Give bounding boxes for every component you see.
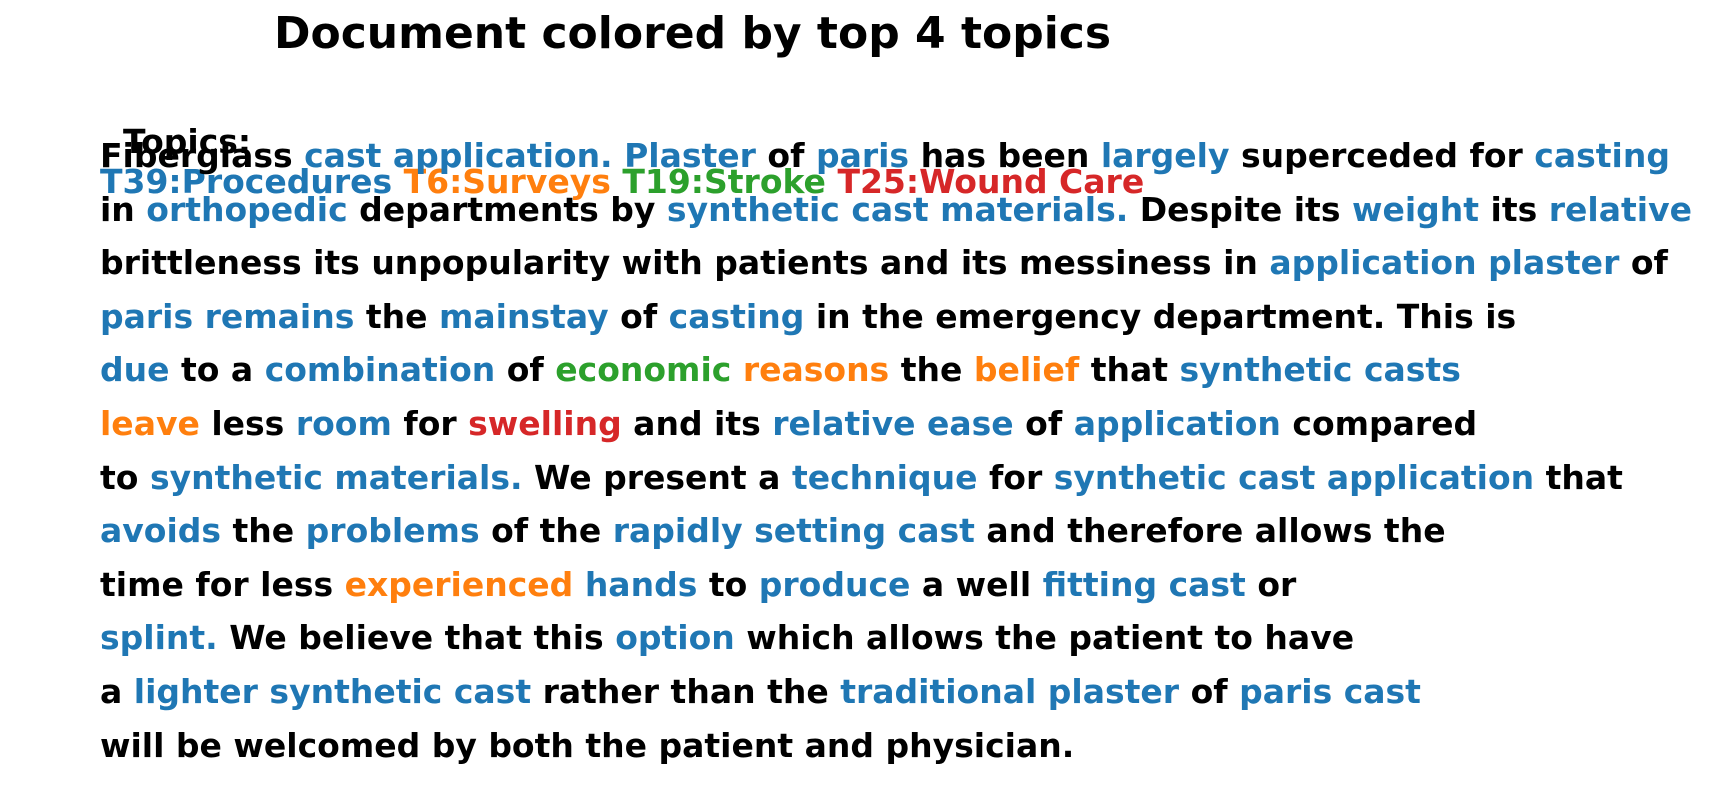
topic-word-t39: casting <box>668 296 805 336</box>
document-word: compared <box>1280 404 1478 443</box>
topic-word-t39: avoids <box>100 511 222 551</box>
document-word: of <box>755 136 816 175</box>
document-line: time for less experienced hands to produ… <box>100 565 1296 605</box>
document-word: and its <box>621 404 773 443</box>
topic-word-t39: fitting cast <box>1042 564 1246 604</box>
document-word: or <box>1245 564 1297 604</box>
topic-word-t39: application plaster <box>1269 243 1620 283</box>
topic-word-t39: orthopedic <box>146 189 348 229</box>
topic-word-t39: paris <box>815 136 910 175</box>
document-word: superceded for <box>1229 136 1535 175</box>
document-word: of <box>1179 672 1240 711</box>
topic-label-t19: T19:Stroke <box>622 162 826 201</box>
topic-word-t39: cast application. Plaster <box>304 136 756 175</box>
document-word: of <box>1013 404 1074 443</box>
document-word: the <box>221 511 306 551</box>
document-word: of the <box>479 511 613 551</box>
topic-word-t6: belief <box>973 350 1080 390</box>
topic-word-t39: rapidly setting cast <box>612 511 975 551</box>
document-word: the <box>354 296 440 336</box>
topic-word-t39: mainstay <box>439 296 609 336</box>
topic-word-t39: combination <box>264 350 496 390</box>
document-line: avoids the problems of the rapidly setti… <box>100 511 1446 551</box>
topic-label-t25: T25:Wound Care <box>837 162 1145 201</box>
topic-word-t39: option <box>615 618 735 658</box>
topic-word-t39: paris remains <box>100 296 355 336</box>
document-word: which allows the patient to have <box>734 618 1355 658</box>
figure-title: Document colored by top 4 topics <box>273 8 1112 59</box>
topic-word-t6: leave <box>100 404 200 443</box>
document-word: time for less <box>100 564 345 604</box>
topic-word-t25: swelling <box>468 404 622 443</box>
document-line: to synthetic materials. We present a tec… <box>100 458 1623 498</box>
document-word: of <box>1619 243 1668 283</box>
topic-word-t39: problems <box>305 511 480 551</box>
topics-prefix: Topics: <box>122 122 263 161</box>
document-line: splint. We believe that this option whic… <box>100 618 1354 658</box>
document-word: rather than the <box>531 672 841 711</box>
document-word: less <box>199 404 296 443</box>
document-word: Fiberglass <box>100 136 305 175</box>
topic-word-t39: casting <box>1534 136 1670 175</box>
topic-word-t39: lighter synthetic cast <box>133 672 532 711</box>
topic-word-t39: splint. <box>100 618 218 658</box>
topic-word-t39: synthetic cast materials. <box>666 189 1129 229</box>
topic-word-t39: weight <box>1351 189 1480 229</box>
topic-word-t39: hands <box>584 564 698 604</box>
document-word: Despite its <box>1128 189 1352 229</box>
document-word: in <box>100 189 147 229</box>
document-word <box>731 350 743 389</box>
topic-word-t39: relative ease <box>772 404 1014 443</box>
document-word: that <box>1079 350 1180 390</box>
document-word: for <box>977 457 1054 497</box>
document-word: will be welcomed by both the patient and… <box>100 725 1075 765</box>
topics-legend: Topics: T39:Procedures T6:Surveys T19:St… <box>100 82 1144 202</box>
document-word: We believe that this <box>217 618 616 658</box>
topic-word-t39: technique <box>791 457 978 497</box>
document-word: that <box>1534 457 1623 497</box>
document-word: to a <box>169 350 265 390</box>
topic-word-t6: reasons <box>742 350 890 390</box>
document-word: in the emergency department. This is <box>804 296 1517 336</box>
document-word: of <box>608 296 669 336</box>
document-line: due to a combination of economic reasons… <box>100 350 1461 390</box>
document-word <box>573 565 585 604</box>
topic-word-t6: experienced <box>344 564 574 604</box>
document-word: to <box>100 457 150 497</box>
document-word: a <box>100 672 134 711</box>
topic-word-t39: relative <box>1548 189 1692 229</box>
topic-word-t39: synthetic cast application <box>1053 457 1535 497</box>
document-word: for <box>391 404 469 443</box>
document-word: to <box>697 564 759 604</box>
document-word: a well <box>910 564 1043 604</box>
topic-word-t39: room <box>295 404 392 443</box>
topic-word-t39: largely <box>1100 136 1230 175</box>
document-line: will be welcomed by both the patient and… <box>100 726 1074 766</box>
topic-label-t39: T39:Procedures <box>100 162 393 201</box>
topic-word-t39: produce <box>758 564 911 604</box>
document-line: in orthopedic departments by synthetic c… <box>100 190 1692 230</box>
document-word: has been <box>909 136 1101 175</box>
topic-word-t39: application <box>1073 404 1281 443</box>
document-word: brittleness its unpopularity with patien… <box>100 243 1270 283</box>
topic-word-t39: paris cast <box>1239 672 1421 711</box>
topic-word-t19: economic <box>555 350 732 390</box>
document-word: the <box>889 350 974 390</box>
topic-label-t6: T6:Surveys <box>403 162 611 201</box>
document-word: departments by <box>347 189 667 229</box>
document-line: paris remains the mainstay of casting in… <box>100 297 1516 337</box>
topic-word-t39: synthetic materials. <box>149 457 523 497</box>
document-line: brittleness its unpopularity with patien… <box>100 243 1668 283</box>
topic-word-t39: due <box>100 350 170 390</box>
document-word: and therefore allows the <box>974 511 1446 551</box>
document-line: leave less room for swelling and its rel… <box>100 404 1477 444</box>
document-word: We present a <box>522 457 792 497</box>
document-line: Fiberglass cast application. Plaster of … <box>100 136 1670 176</box>
document-line: a lighter synthetic cast rather than the… <box>100 672 1421 712</box>
topic-word-t39: synthetic casts <box>1179 350 1461 390</box>
topic-word-t39: traditional plaster <box>840 672 1180 711</box>
document-word: its <box>1479 189 1549 229</box>
document-word: of <box>495 350 556 390</box>
